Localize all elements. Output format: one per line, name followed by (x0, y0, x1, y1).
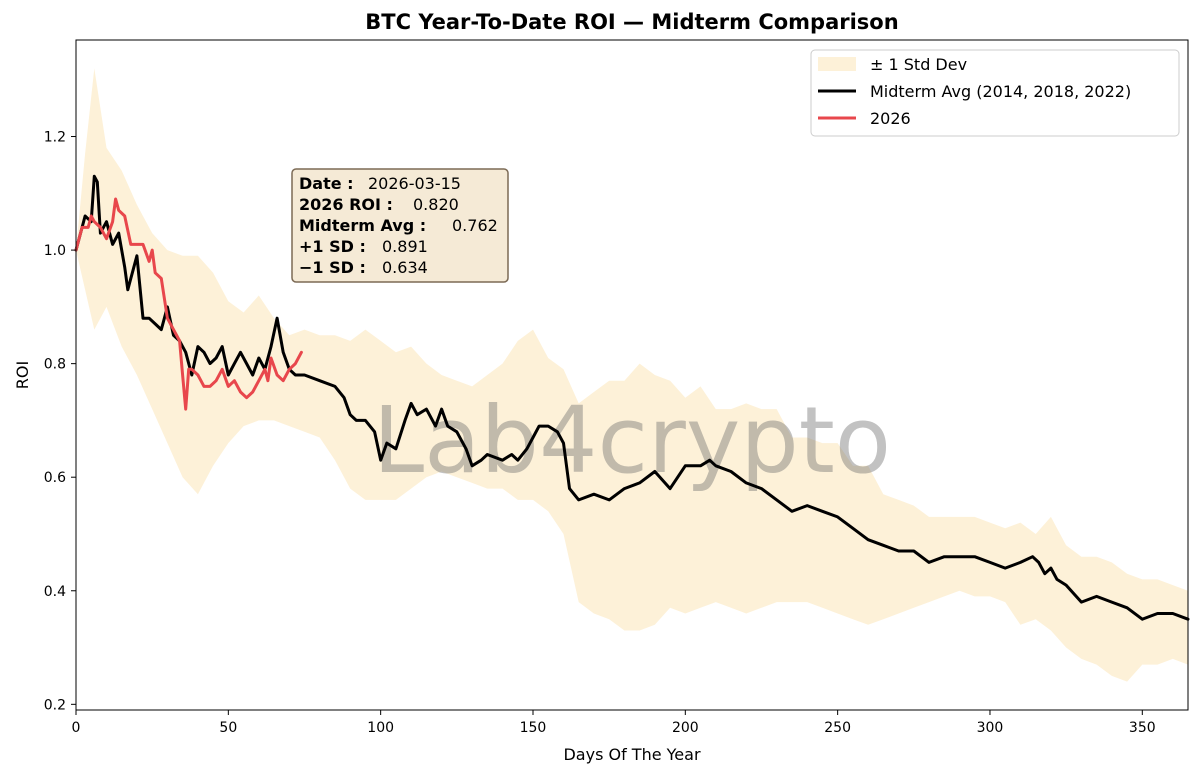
x-tick-label: 350 (1129, 720, 1156, 736)
plot-frame (75, 39, 1189, 711)
y-tick-label: 0.2 (44, 697, 66, 713)
std-dev-band (76, 68, 1188, 682)
x-tick-label: 300 (977, 720, 1004, 736)
watermark-text: Lab4crypto (373, 387, 891, 494)
annotation-value-date: 2026-03-15 (368, 174, 461, 193)
annotation-box: Date : 2026-03-15 2026 ROI : 0.820 Midte… (291, 168, 509, 283)
annotation-key-midterm: Midterm Avg : (299, 216, 426, 235)
x-tick-label: 250 (824, 720, 851, 736)
y-tick-label: 1.0 (44, 243, 66, 259)
annotation-background (291, 168, 509, 283)
legend: ± 1 Std Dev Midterm Avg (2014, 2018, 202… (810, 49, 1180, 137)
x-tick-label: 50 (219, 720, 237, 736)
legend-label-midterm: Midterm Avg (2014, 2018, 2022) (870, 82, 1131, 101)
annotation-key-roi: 2026 ROI : (299, 195, 393, 214)
annotation-key-date: Date : (299, 174, 354, 193)
annotation-value-roi: 0.820 (413, 195, 459, 214)
x-tick-label: 150 (520, 720, 547, 736)
chart-title: BTC Year-To-Date ROI — Midterm Compariso… (365, 10, 898, 34)
annotation-value-midterm: 0.762 (452, 216, 498, 235)
y-axis-ticks: 0.2 0.4 0.6 0.8 1.0 1.2 (44, 130, 76, 713)
y-tick-label: 0.8 (44, 357, 66, 373)
y-axis-label: ROI (13, 361, 32, 389)
x-tick-label: 0 (72, 720, 81, 736)
legend-label-2026: 2026 (870, 109, 911, 128)
x-tick-label: 200 (672, 720, 699, 736)
y-tick-label: 0.6 (44, 470, 66, 486)
annotation-key-plus-sd: +1 SD : (299, 237, 366, 256)
x-axis-ticks: 0 50 100 150 200 250 300 350 (72, 710, 1156, 736)
legend-label-band: ± 1 Std Dev (870, 55, 967, 74)
y-tick-label: 1.2 (44, 130, 66, 146)
annotation-key-minus-sd: −1 SD : (299, 258, 366, 277)
annotation-value-minus-sd: 0.634 (382, 258, 428, 277)
series-2026-line (74, 197, 303, 411)
y-tick-label: 0.4 (44, 584, 66, 600)
x-axis-label: Days Of The Year (563, 745, 700, 764)
legend-swatch-band (818, 57, 856, 71)
x-tick-label: 100 (367, 720, 394, 736)
legend-frame (810, 49, 1180, 137)
annotation-value-plus-sd: 0.891 (382, 237, 428, 256)
